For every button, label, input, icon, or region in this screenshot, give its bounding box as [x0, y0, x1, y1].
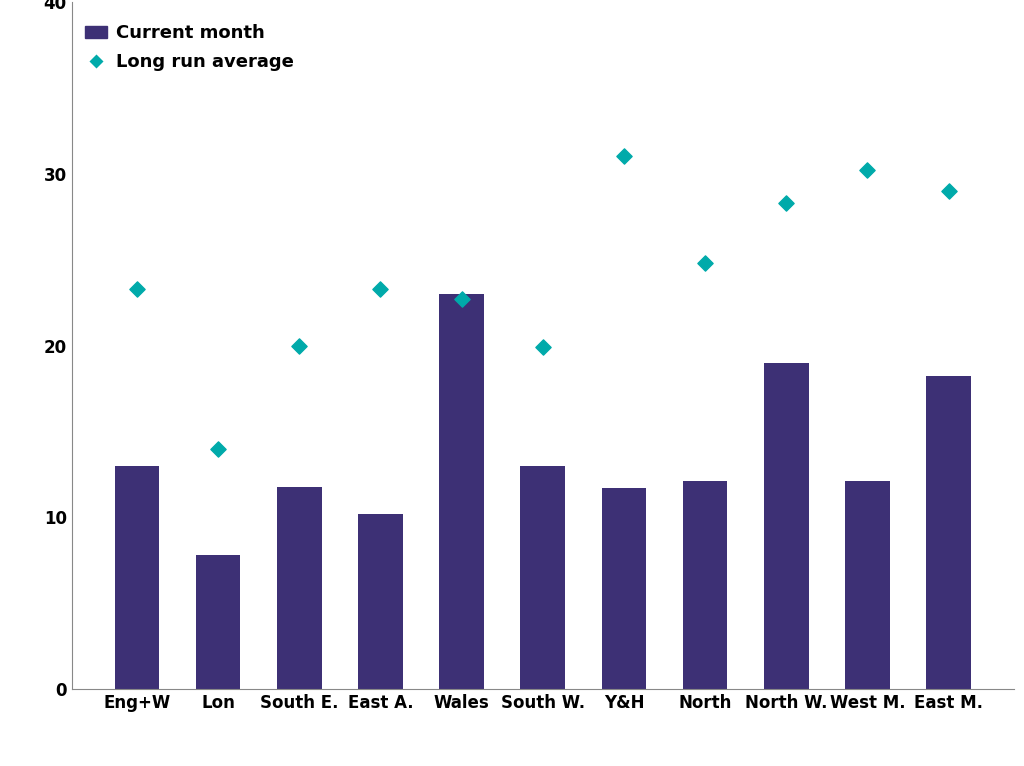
Point	[615, 150, 632, 162]
Bar	[276, 486, 322, 689]
Point	[210, 443, 226, 455]
Text: Regional Breakdown - Average Sales Per Surveyor (Branch) - Last 3 Months: Regional Breakdown - Average Sales Per S…	[128, 10, 1019, 30]
Bar	[196, 555, 241, 689]
Text: Number, SA: Number, SA	[12, 11, 130, 29]
Legend: Current month, Long run average: Current month, Long run average	[85, 25, 294, 71]
Point	[859, 164, 876, 176]
Point	[697, 257, 714, 269]
Bar	[601, 488, 646, 689]
Point	[454, 293, 470, 306]
Bar	[764, 363, 809, 689]
Bar	[358, 514, 402, 689]
Point	[291, 339, 307, 352]
Point	[535, 341, 551, 353]
Bar	[927, 377, 971, 689]
Point	[129, 283, 145, 295]
Bar	[439, 294, 484, 689]
Point	[778, 197, 795, 209]
Bar	[683, 481, 727, 689]
Point	[372, 283, 388, 295]
Bar	[115, 466, 159, 689]
Bar	[520, 466, 565, 689]
Point	[940, 185, 956, 197]
Bar	[845, 481, 890, 689]
